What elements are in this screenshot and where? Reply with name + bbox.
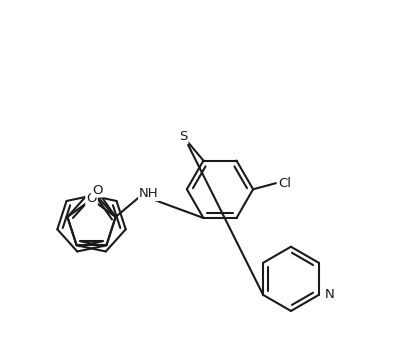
Text: N: N [325,288,335,301]
Text: Cl: Cl [278,177,291,190]
Text: NH: NH [139,187,159,200]
Text: S: S [179,130,187,143]
Text: O: O [86,192,97,205]
Text: O: O [92,184,103,196]
